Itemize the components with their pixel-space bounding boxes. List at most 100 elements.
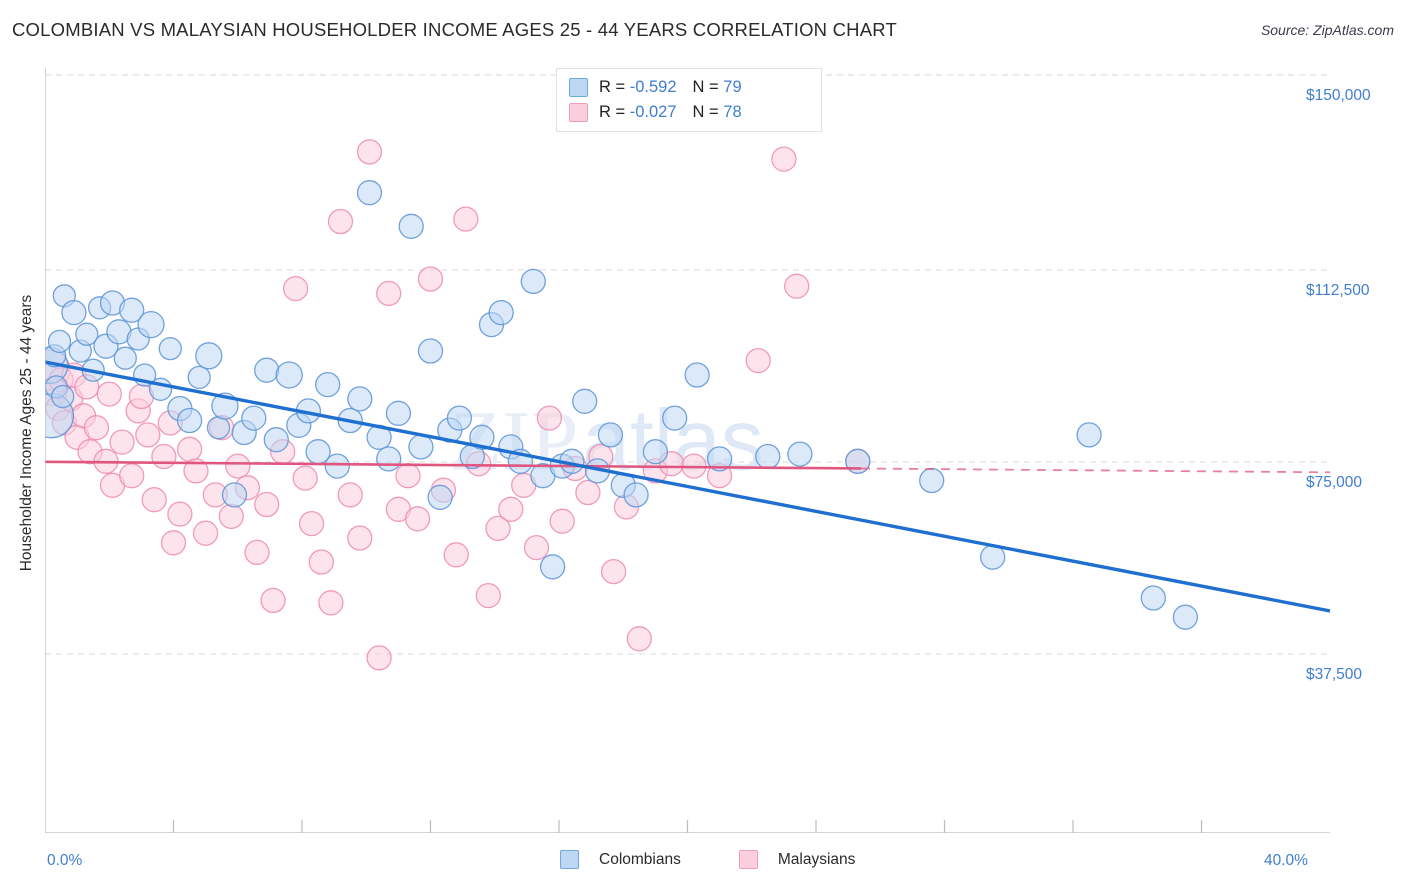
data-point[interactable] (113, 346, 137, 370)
data-point[interactable] (417, 338, 444, 364)
data-point[interactable] (183, 458, 209, 484)
data-point[interactable] (1140, 585, 1166, 611)
data-point[interactable] (446, 405, 473, 431)
data-point[interactable] (160, 530, 187, 556)
data-point[interactable] (475, 582, 501, 609)
data-point[interactable] (324, 453, 350, 479)
data-point[interactable] (395, 463, 421, 489)
data-point[interactable] (417, 266, 444, 292)
data-point[interactable] (141, 487, 167, 513)
data-point[interactable] (376, 446, 402, 472)
data-point[interactable] (61, 299, 87, 326)
data-point[interactable] (187, 365, 211, 390)
data-point[interactable] (572, 388, 598, 414)
data-point[interactable] (523, 534, 550, 561)
data-point[interactable] (151, 443, 177, 470)
data-point[interactable] (119, 463, 145, 489)
data-point[interactable] (745, 347, 771, 374)
data-point[interactable] (536, 405, 563, 431)
data-point[interactable] (684, 362, 710, 388)
data-point[interactable] (244, 539, 270, 566)
data-point[interactable] (549, 508, 575, 534)
data-point[interactable] (315, 371, 341, 398)
legend-item-colombians[interactable]: Colombians (560, 850, 681, 869)
page-title: COLOMBIAN VS MALAYSIAN HOUSEHOLDER INCOM… (12, 19, 897, 40)
data-point[interactable] (135, 422, 161, 448)
data-point[interactable] (662, 405, 688, 431)
data-point[interactable] (75, 322, 99, 346)
data-point[interactable] (520, 268, 546, 295)
legend-item-malaysians[interactable]: Malaysians (738, 850, 855, 869)
data-point[interactable] (83, 415, 110, 441)
data-point[interactable] (167, 501, 193, 527)
data-point[interactable] (787, 441, 813, 467)
legend-swatch-malaysians-bottom (738, 850, 758, 869)
data-point[interactable] (347, 386, 373, 412)
data-point[interactable] (298, 510, 325, 537)
data-point[interactable] (398, 213, 424, 239)
data-point[interactable] (158, 336, 182, 361)
data-point[interactable] (919, 467, 945, 494)
data-point[interactable] (385, 400, 412, 426)
data-point[interactable] (356, 139, 383, 165)
data-point[interactable] (195, 342, 223, 370)
data-point[interactable] (292, 465, 318, 491)
scatter-plot-area[interactable]: ZIPatlas (45, 68, 1330, 833)
data-point[interactable] (784, 273, 810, 299)
data-point[interactable] (404, 506, 431, 532)
data-point[interactable] (376, 280, 402, 307)
data-point[interactable] (192, 520, 219, 546)
data-point[interactable] (443, 542, 469, 568)
data-point[interactable] (137, 310, 165, 339)
data-point[interactable] (254, 491, 280, 518)
data-point[interactable] (347, 525, 373, 551)
data-point[interactable] (453, 206, 479, 232)
data-point[interactable] (623, 482, 649, 508)
data-point[interactable] (337, 482, 363, 508)
data-point[interactable] (356, 180, 383, 206)
data-point[interactable] (263, 427, 289, 453)
data-point[interactable] (575, 479, 601, 506)
data-point[interactable] (119, 297, 145, 323)
data-point[interactable] (221, 482, 248, 508)
stat-row-colombians: R = -0.592 N = 79 (569, 75, 811, 100)
data-point[interactable] (1076, 422, 1102, 448)
data-point[interactable] (47, 329, 72, 354)
data-point[interactable] (755, 443, 781, 470)
data-point[interactable] (498, 496, 524, 522)
legend-label-colombians: Colombians (599, 850, 681, 868)
data-point[interactable] (254, 357, 280, 383)
x-axis-tick-label-1: 40.0% (1264, 852, 1308, 869)
data-point[interactable] (176, 436, 203, 462)
data-point[interactable] (109, 429, 135, 455)
data-point[interactable] (366, 645, 392, 671)
data-point[interactable] (318, 590, 344, 616)
data-point[interactable] (206, 416, 231, 440)
data-point[interactable] (51, 384, 75, 409)
data-point[interactable] (218, 503, 244, 530)
source-attribution: Source: ZipAtlas.com (1260, 22, 1394, 38)
data-point[interactable] (308, 549, 334, 575)
r-value-colombians: -0.592 (629, 78, 677, 96)
data-point[interactable] (1172, 604, 1199, 630)
data-point[interactable] (469, 424, 495, 450)
data-point[interactable] (539, 554, 566, 580)
data-point[interactable] (485, 515, 511, 542)
data-point[interactable] (96, 381, 122, 407)
data-point[interactable] (176, 407, 203, 434)
data-point[interactable] (225, 453, 251, 479)
data-point[interactable] (600, 558, 627, 585)
data-point[interactable] (427, 484, 453, 510)
data-point[interactable] (327, 208, 354, 235)
data-point[interactable] (488, 299, 514, 326)
data-point[interactable] (597, 422, 624, 448)
data-point[interactable] (408, 434, 434, 460)
data-point[interactable] (706, 446, 733, 472)
data-point[interactable] (626, 626, 652, 652)
data-point[interactable] (275, 361, 303, 389)
data-point[interactable] (642, 439, 669, 465)
data-point[interactable] (282, 275, 309, 302)
data-point[interactable] (771, 146, 797, 172)
data-point[interactable] (260, 587, 286, 614)
data-point[interactable] (241, 405, 267, 431)
